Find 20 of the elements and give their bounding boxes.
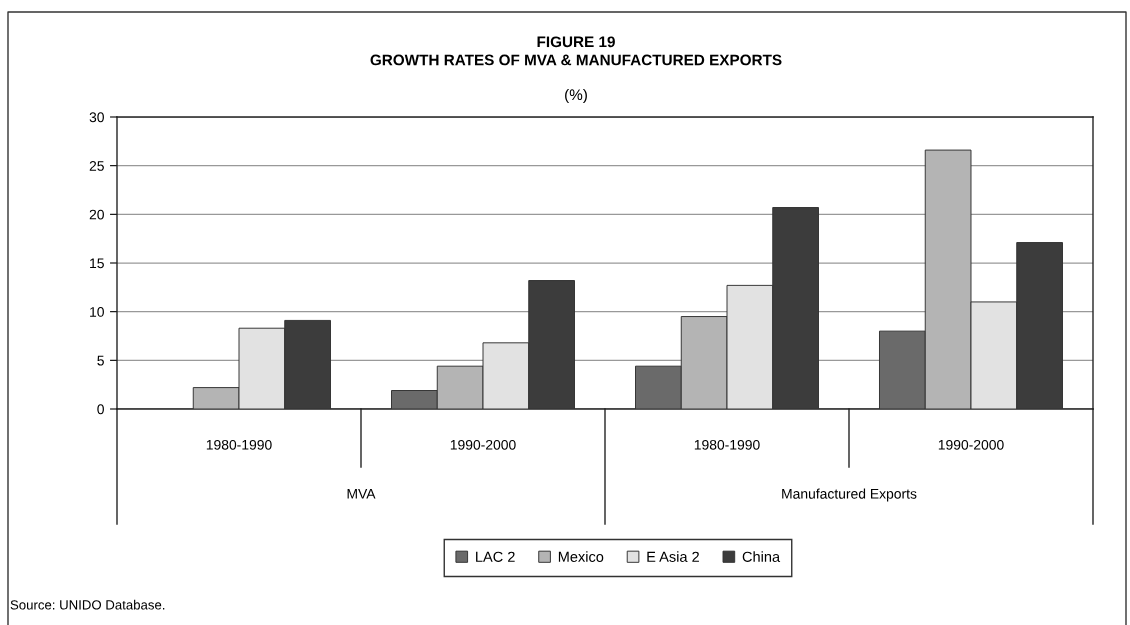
legend-label: E Asia 2 [647,551,699,562]
y-tick-label: 30 [89,112,104,123]
x-tick-label: 1990-2000 [450,439,516,450]
y-tick-label: 0 [97,404,104,415]
y-tick-label: 10 [90,307,104,317]
x-tick-label: 1990-2000 [938,439,1004,450]
legend-label: China [742,551,781,562]
text: MVA [347,489,376,499]
x-tick-label: 1980-1990 [694,439,760,450]
x-tick-label: 1980-1990 [206,439,272,450]
legend-label: LAC 2 [476,551,515,562]
legend-label: Mexico [558,551,604,562]
y-tick-label: 15 [90,258,104,269]
y-tick-label: 25 [89,161,104,171]
source-note: Source: UNIDO Database. [10,599,165,610]
chart-subtitle: (%) [565,88,587,104]
chart-title: FIGURE 19 GROWTH RATES OF MVA & MANUFACTURED EXPORTS [370,36,782,66]
text: Manufactured Exports [782,488,917,502]
y-tick-label: 20 [89,209,104,220]
y-tick-label: 5 [97,355,104,366]
